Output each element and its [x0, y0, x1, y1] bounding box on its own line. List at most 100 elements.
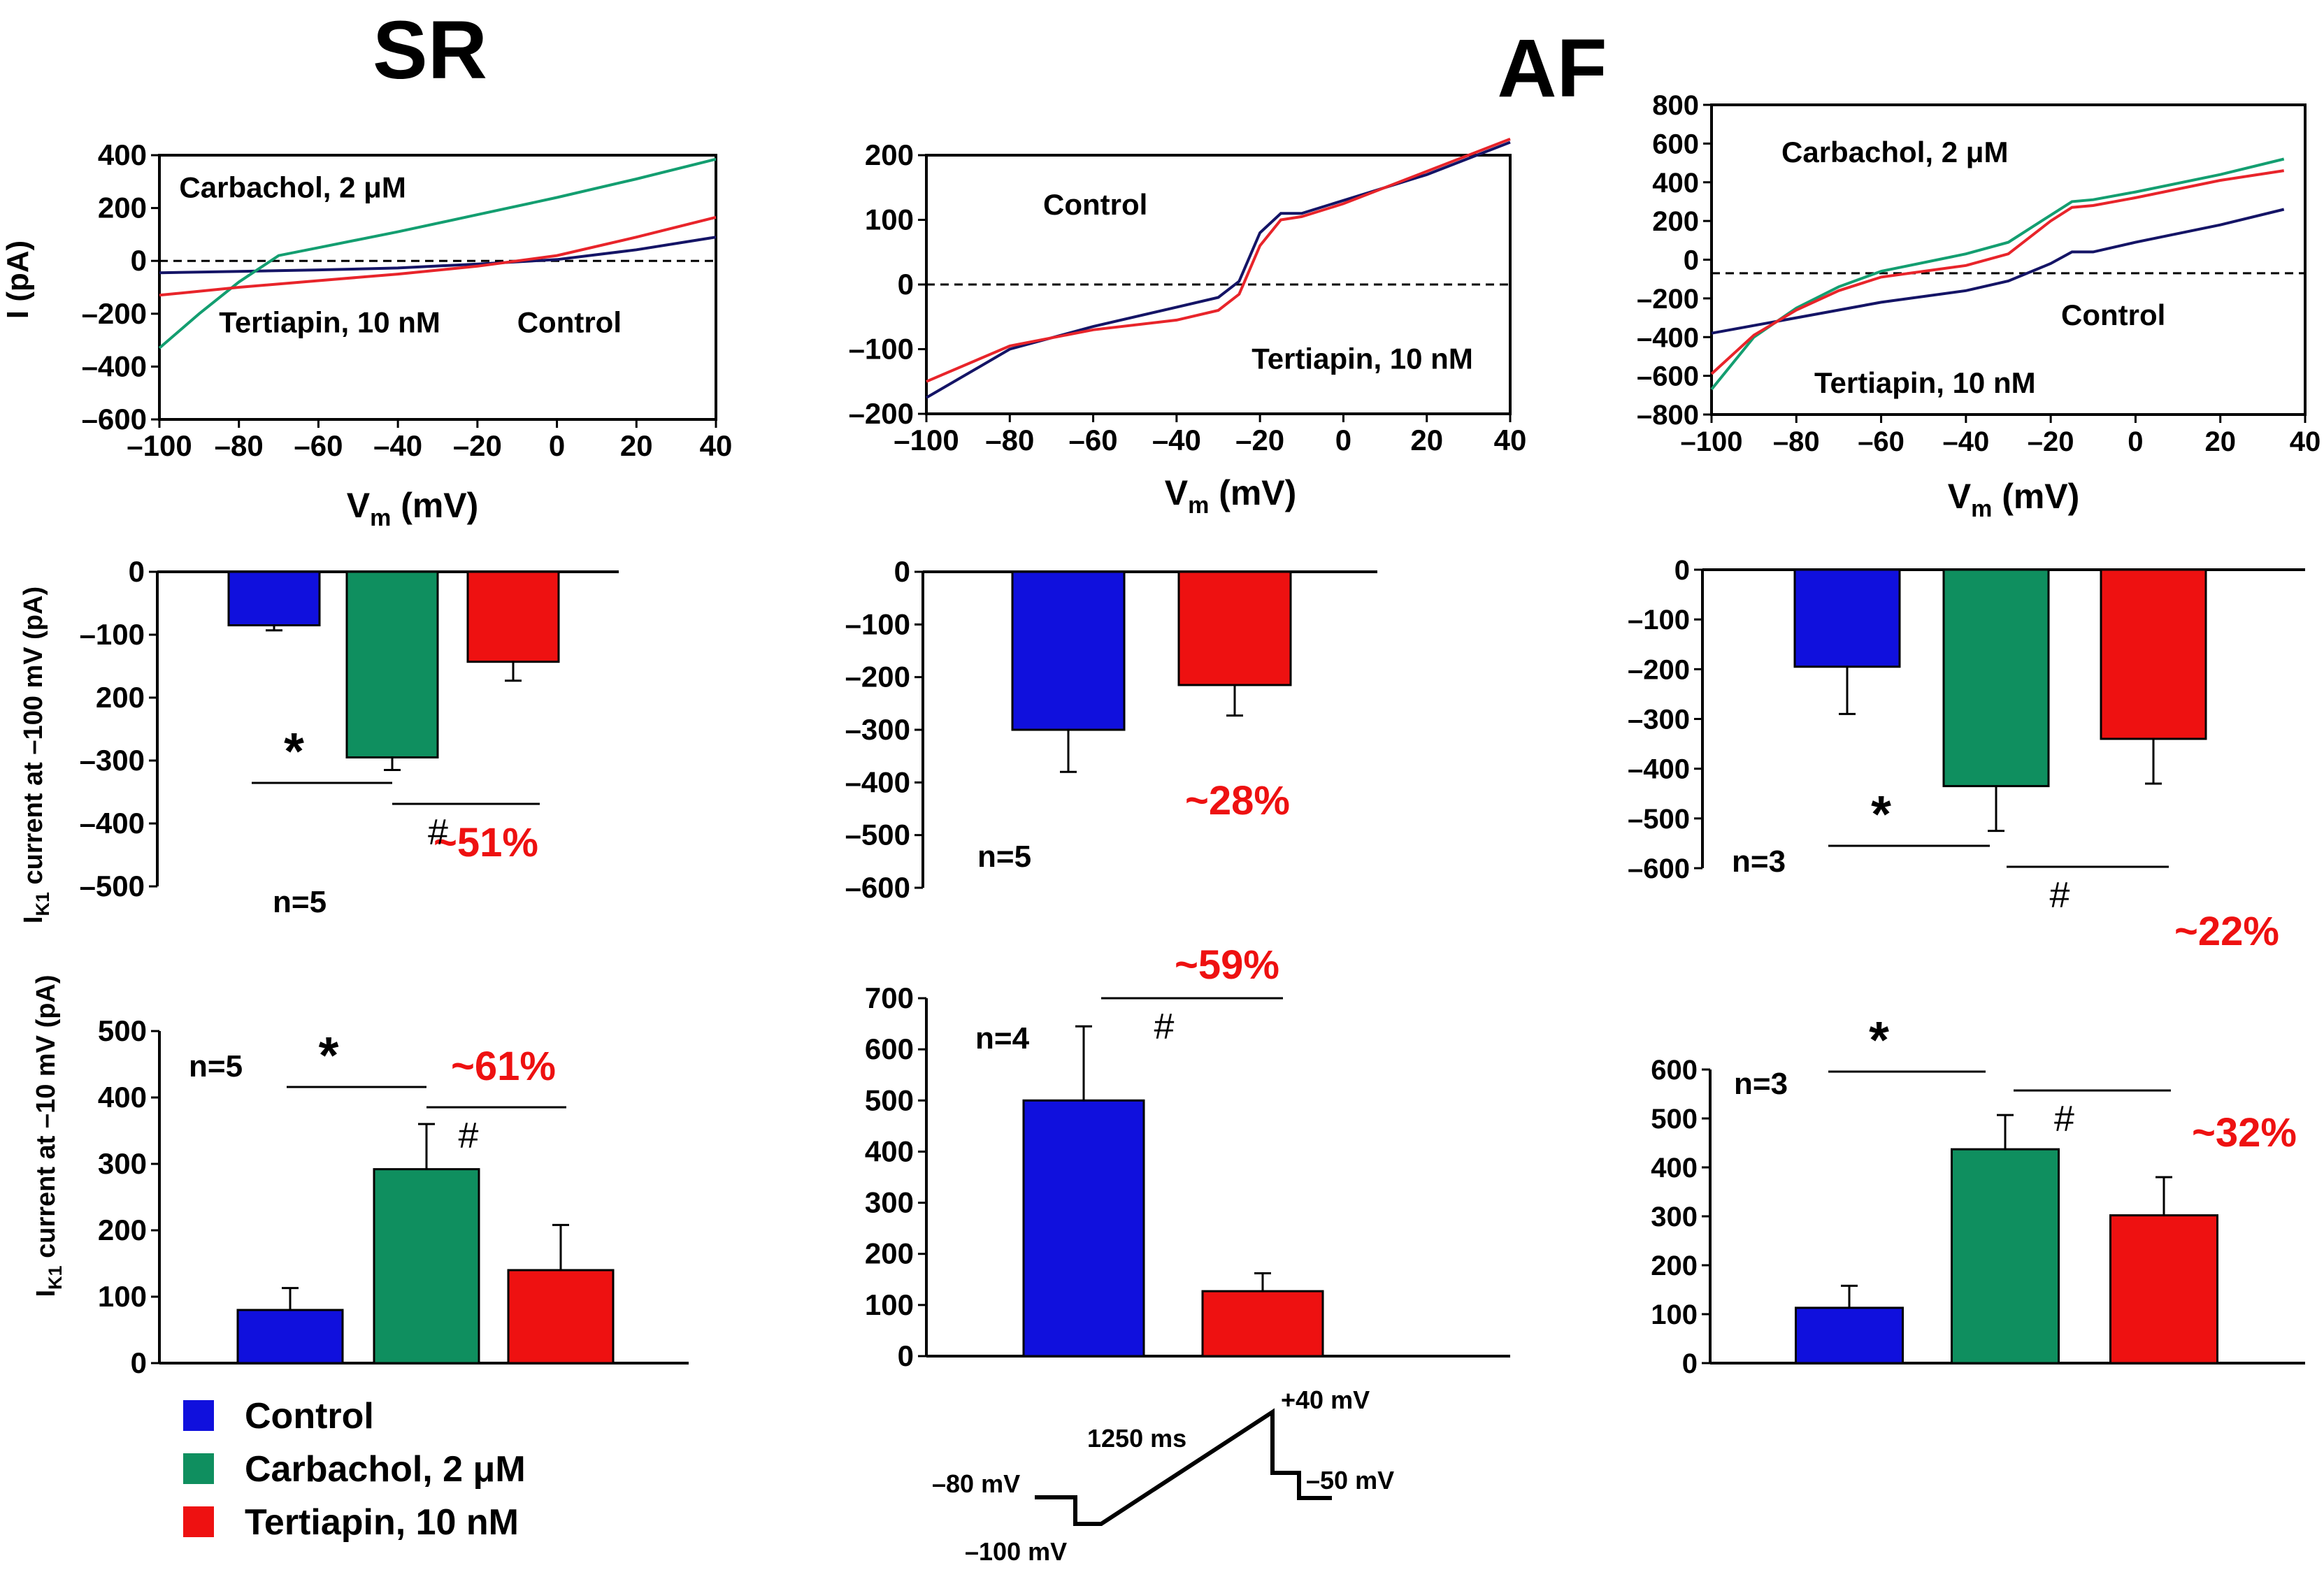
sr-heading: SR: [373, 4, 487, 96]
x-tick-label: –20: [1235, 424, 1284, 456]
y-tick-label: 100: [1651, 1299, 1698, 1330]
y-tick-label: 0: [1682, 1348, 1698, 1379]
significance-star: *: [319, 1026, 339, 1084]
y-tick-label: 800: [1652, 90, 1699, 121]
vm-label-unit: (mV): [1992, 477, 2079, 516]
bar-tertiapin: [466, 570, 560, 663]
af-ik1-100-right-bar-chart: 0 –100 –200 –300 –400 –500 –600 n=3 ~22% * #: [1628, 555, 2305, 954]
significance-hash: #: [428, 812, 448, 853]
y-tick-label: –500: [80, 870, 145, 902]
trace-control: [925, 141, 1511, 399]
y-tick-label: 300: [865, 1186, 914, 1219]
y-tick-label: –800: [1637, 400, 1699, 431]
x-tick-label: 40: [2290, 426, 2321, 457]
protocol-peak-label: +40 mV: [1281, 1385, 1370, 1414]
trace-control: [1711, 208, 2285, 335]
annotation-label: Control: [2061, 298, 2165, 331]
y-tick-label: 600: [1651, 1055, 1698, 1086]
x-tick-label: –80: [1773, 426, 1820, 457]
y-tick-label: 0: [898, 268, 914, 301]
y-tick-label: 200: [96, 681, 145, 714]
vm-label-unit: (mV): [391, 486, 478, 525]
n-label: n=5: [977, 840, 1031, 874]
significance-star: *: [1871, 785, 1891, 843]
af-ik1-100-middle-bar-chart: 0 –100 –200 –300 –400 –500 –600 n=5 ~28%: [845, 555, 1377, 904]
trace-tertiapin: [159, 215, 717, 297]
y-tick-label: 400: [865, 1135, 914, 1167]
protocol-ramp-label: 1250 ms: [1087, 1424, 1186, 1453]
af-heading: AF: [1497, 22, 1607, 115]
y-tick-label: 200: [1652, 206, 1699, 237]
sr-iv-x-axis-label: Vm (mV): [347, 486, 479, 531]
vm-label-sub: m: [1971, 496, 1992, 522]
y-tick-label: 400: [98, 138, 147, 171]
x-tick-label: –100: [894, 424, 959, 456]
bar-tertiapin: [1201, 1290, 1324, 1358]
x-tick-label: –100: [1681, 426, 1743, 457]
annotation-label: Tertiapin, 10 nM: [1814, 366, 2036, 399]
trace-tertiapin: [1710, 169, 2285, 375]
bar-control: [1011, 570, 1126, 731]
bar-control: [1022, 1099, 1145, 1358]
significance-hash: #: [2054, 1099, 2074, 1139]
ik1-10-y-label-rest: current at –10 mV (pA): [31, 974, 61, 1265]
bar-control: [1793, 568, 1901, 668]
percent-change-label: ~28%: [1185, 778, 1290, 823]
y-tick-label: 500: [98, 1014, 147, 1047]
plot-frame: [158, 154, 717, 421]
protocol-end-label: –50 mV: [1306, 1466, 1394, 1495]
ik1-100-y-axis-label: IK1 current at –100 mV (pA): [19, 586, 53, 923]
y-tick-label: 0: [1684, 245, 1699, 276]
significance-hash: #: [459, 1116, 479, 1156]
legend-swatch-tertiapin: [183, 1506, 214, 1537]
bar-tertiapin: [1177, 570, 1292, 686]
y-tick-label: –400: [80, 807, 145, 840]
af-iv-middle-x-axis-label: Vm (mV): [1165, 473, 1297, 519]
y-tick-label: 200: [98, 192, 147, 224]
x-tick-label: –80: [985, 424, 1034, 456]
significance-star: *: [284, 722, 304, 780]
n-label: n=4: [975, 1021, 1030, 1056]
protocol-step-label: –100 mV: [965, 1537, 1067, 1566]
legend: Control Carbachol, 2 μM Tertiapin, 10 nM: [183, 1396, 526, 1543]
protocol-waveform: [1035, 1408, 1332, 1526]
bar-tertiapin: [507, 1269, 615, 1365]
significance-hash: #: [1154, 1007, 1175, 1047]
y-tick-label: 0: [131, 244, 147, 277]
y-tick-label: –200: [1637, 284, 1699, 315]
x-tick-label: –40: [373, 429, 422, 462]
y-tick-label: 400: [1651, 1153, 1698, 1183]
x-tick-label: 0: [1335, 424, 1351, 456]
x-tick-label: –20: [453, 429, 502, 462]
y-tick-label: –200: [845, 661, 910, 693]
y-tick-label: 700: [865, 981, 914, 1014]
bar-control: [1795, 1306, 1904, 1365]
y-tick-label: 200: [98, 1214, 147, 1246]
ik1-10-y-axis-label: IK1 current at –10 mV (pA): [31, 974, 66, 1297]
vm-label-unit: (mV): [1209, 473, 1296, 512]
ik1-10-y-label-sub: K1: [45, 1265, 66, 1290]
y-tick-label: –200: [82, 297, 147, 330]
x-tick-label: 20: [620, 429, 653, 462]
ik1-10-y-label-i: I: [31, 1290, 61, 1297]
y-tick-label: 200: [1651, 1251, 1698, 1281]
vm-label-main: V: [347, 486, 371, 525]
af-ik1-10-right-bar-chart: 0 100 200 300 400 500 600 n=3 ~32% * #: [1651, 1011, 2305, 1379]
x-tick-label: –20: [2028, 426, 2074, 457]
n-label: n=5: [189, 1049, 243, 1083]
percent-change-label: ~59%: [1175, 942, 1279, 988]
trace-carbachol: [158, 157, 717, 350]
af-ik1-10-middle-bar-chart: 0 100 200 300 400 500 600 700 n=4 ~59%#: [865, 942, 1510, 1372]
y-tick-label: –500: [845, 819, 910, 851]
n-label: n=5: [273, 885, 327, 919]
y-tick-label: 100: [865, 203, 914, 236]
y-tick-label: 100: [98, 1280, 147, 1313]
percent-change-label: ~32%: [2192, 1110, 2297, 1155]
legend-label-control: Control: [245, 1396, 374, 1437]
bar-carbachol: [1951, 1148, 2060, 1365]
legend-label-tertiapin: Tertiapin, 10 nM: [245, 1502, 519, 1543]
x-tick-label: –40: [1942, 426, 1989, 457]
y-tick-label: –400: [1628, 754, 1690, 785]
